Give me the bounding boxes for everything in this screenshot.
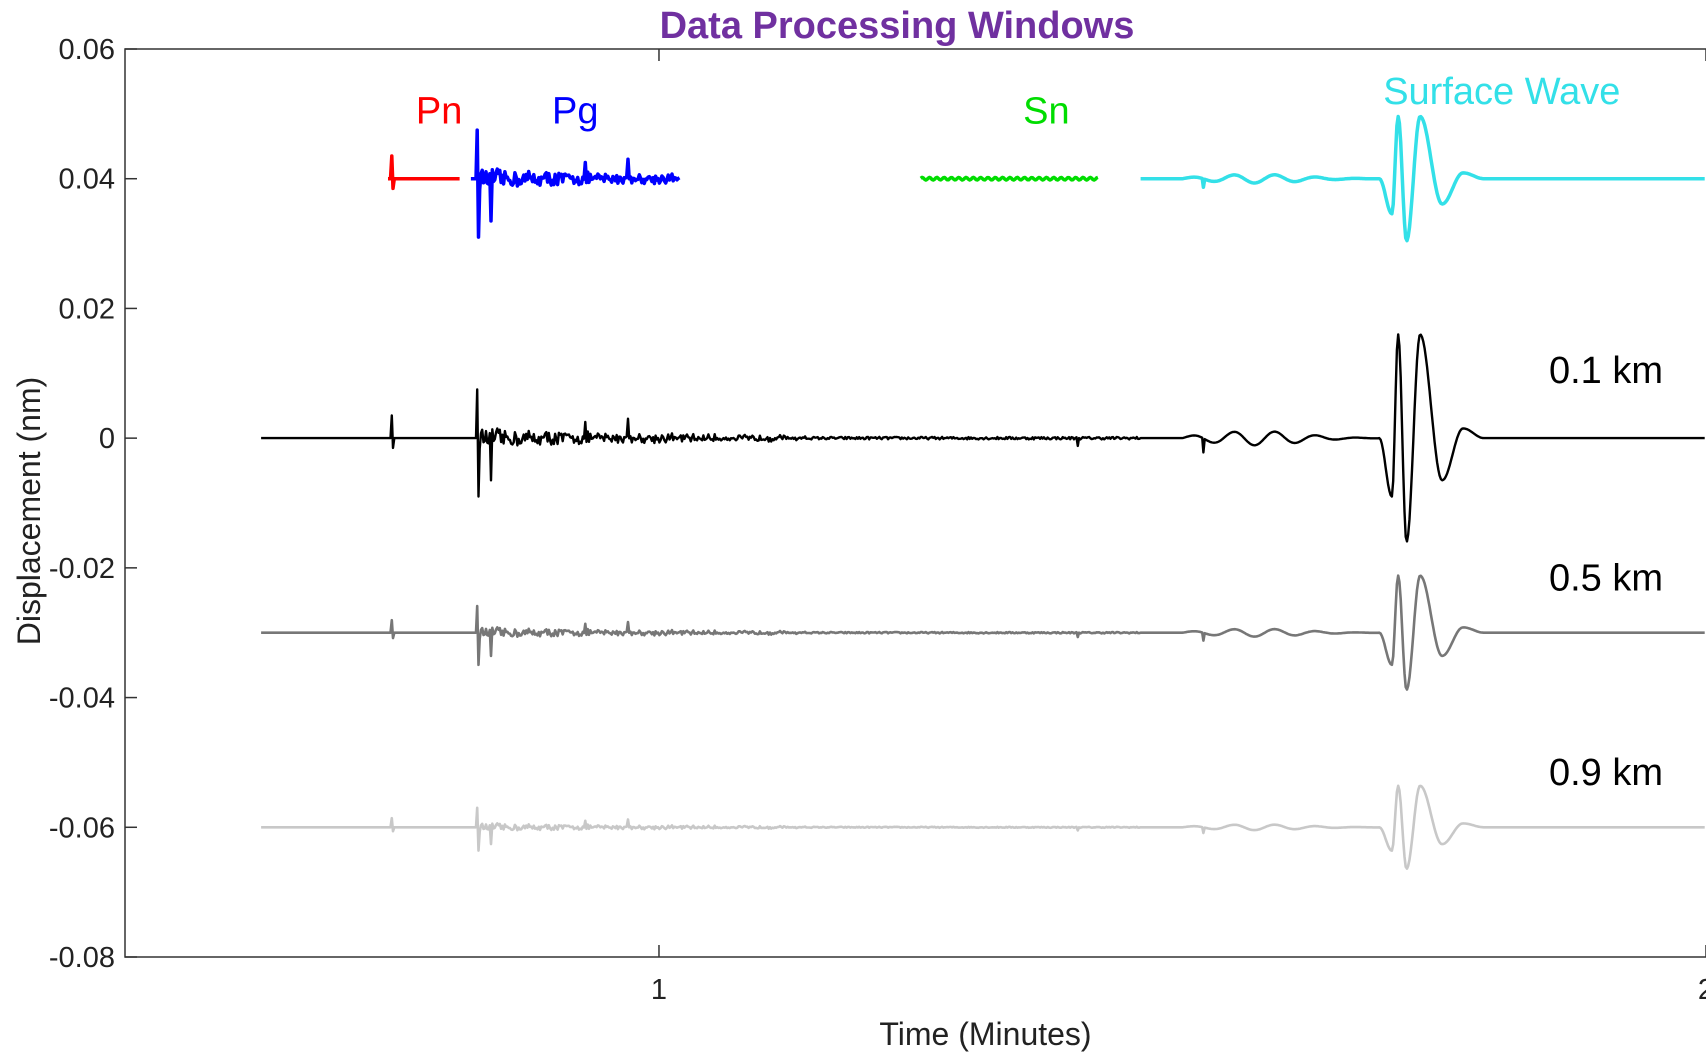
phase-windows: Pn Pg Sn Surface Wave <box>387 71 1706 243</box>
y-tick-label: -0.02 <box>49 553 115 585</box>
distance-label: 0.9 km <box>1549 752 1663 794</box>
phase-label-sn: Sn <box>1023 91 1069 133</box>
y-tick-label: 0 <box>99 423 115 455</box>
x-tick-label: 2 <box>1698 974 1706 1006</box>
y-tick-label: 0.04 <box>59 164 115 196</box>
y-tick-label: 0.06 <box>59 34 115 66</box>
trace-0.9-km <box>261 784 1705 870</box>
phase-label-pn: Pn <box>416 91 462 133</box>
window-surface-wave <box>1140 114 1706 243</box>
distance-label: 0.1 km <box>1549 350 1663 392</box>
window-pn <box>387 154 461 191</box>
phase-label-pg: Pg <box>552 91 598 133</box>
x-axis-ticks: 12 <box>651 49 1706 1006</box>
trace-0.1-km <box>261 333 1705 543</box>
y-tick-label: 0.02 <box>59 293 115 325</box>
distance-label: 0.5 km <box>1549 558 1663 600</box>
phase-label-surface-wave: Surface Wave <box>1383 71 1620 113</box>
x-axis-label: Time (Minutes) <box>879 1016 1091 1052</box>
trace-0.5-km <box>261 574 1705 691</box>
x-tick-label: 1 <box>651 974 667 1006</box>
y-axis-ticks: 0.06 0.04 0.02 0 -0.02 -0.04 -0.06 -0.08 <box>49 34 137 974</box>
window-sn <box>919 175 1099 182</box>
plot-frame <box>124 48 1706 958</box>
y-axis-label: Displacement (nm) <box>11 377 47 646</box>
distance-labels: 0.1 km 0.5 km 0.9 km <box>1549 350 1663 794</box>
y-tick-label: -0.04 <box>49 683 115 715</box>
y-tick-label: -0.06 <box>49 812 115 844</box>
chart-title: Data Processing Windows <box>660 5 1135 47</box>
traces <box>261 333 1705 870</box>
window-pg <box>470 128 681 239</box>
y-tick-label: -0.08 <box>49 942 115 974</box>
